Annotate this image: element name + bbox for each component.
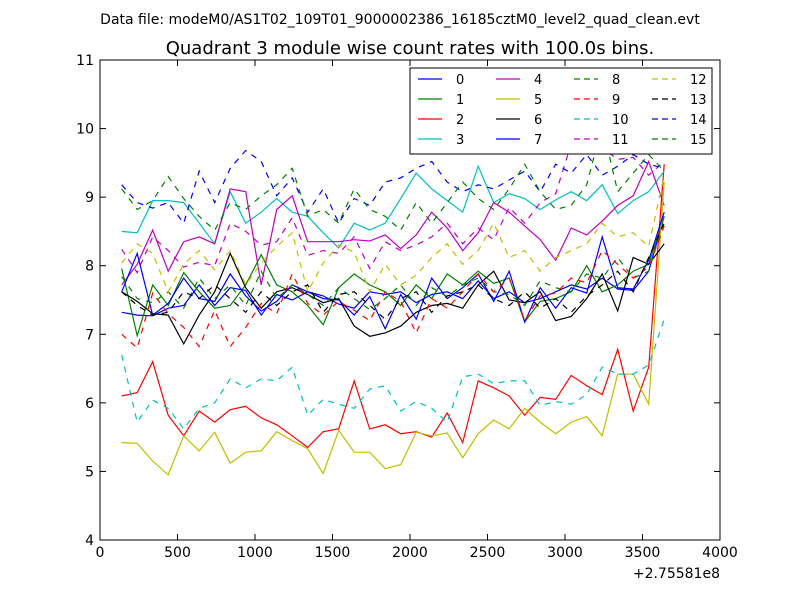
series-line-14	[121, 149, 665, 225]
x-tick-label: 2000	[392, 545, 428, 561]
x-tick-label: 0	[96, 545, 105, 561]
legend-label-15: 15	[690, 133, 707, 148]
y-tick-label: 4	[85, 533, 94, 549]
x-tick-label: 2500	[470, 545, 506, 561]
series-line-0	[121, 216, 665, 317]
series-line-9	[121, 225, 665, 350]
series-line-6	[121, 243, 665, 346]
chart-title: Quadrant 3 module wise count rates with …	[166, 38, 655, 59]
legend-label-2: 2	[456, 113, 464, 128]
x-tick-label: 3000	[547, 545, 583, 561]
legend-label-11: 11	[612, 133, 629, 148]
series-line-1	[121, 216, 665, 339]
legend-label-10: 10	[612, 113, 629, 128]
series-line-5	[121, 182, 665, 476]
legend-label-13: 13	[690, 93, 707, 108]
series-line-4	[121, 159, 665, 286]
x-tick-label: 1000	[237, 545, 273, 561]
legend-label-7: 7	[534, 133, 542, 148]
y-tick-label: 6	[85, 396, 94, 412]
figure-suptitle: Data file: modeM0/AS1T02_109T01_90000023…	[100, 12, 700, 28]
y-tick-label: 8	[85, 259, 94, 275]
legend-label-9: 9	[612, 93, 620, 108]
series-line-3	[121, 164, 665, 249]
x-tick-label: 500	[164, 545, 191, 561]
x-tick-label: 4000	[702, 545, 738, 561]
y-tick-label: 9	[85, 190, 94, 206]
series-line-13	[121, 222, 665, 321]
series-line-7	[121, 212, 665, 331]
series-line-15	[121, 124, 665, 232]
legend-label-6: 6	[534, 113, 542, 128]
legend-label-8: 8	[612, 73, 620, 88]
series-line-8	[121, 218, 665, 311]
y-tick-label: 7	[85, 327, 94, 343]
y-tick-label: 10	[76, 122, 94, 138]
series-line-2	[121, 164, 665, 449]
legend-label-5: 5	[534, 93, 542, 108]
legend-label-4: 4	[534, 73, 542, 88]
x-offset-label: +2.75581e8	[633, 566, 720, 582]
y-tick-label: 11	[76, 53, 94, 69]
axis-ticks: 0 500 1000 1500 2000 2500 3000 3500 400045678910…	[76, 53, 738, 561]
series-layer	[121, 124, 665, 476]
x-tick-label: 1500	[315, 545, 351, 561]
legend-label-0: 0	[456, 73, 464, 88]
series-line-12	[121, 175, 665, 294]
legend-label-12: 12	[690, 73, 707, 88]
legend-label-3: 3	[456, 133, 464, 148]
legend-label-14: 14	[690, 113, 707, 128]
x-tick-label: 3500	[625, 545, 661, 561]
y-tick-label: 5	[85, 464, 94, 480]
legend-label-1: 1	[456, 93, 464, 108]
legend-box	[409, 67, 713, 155]
